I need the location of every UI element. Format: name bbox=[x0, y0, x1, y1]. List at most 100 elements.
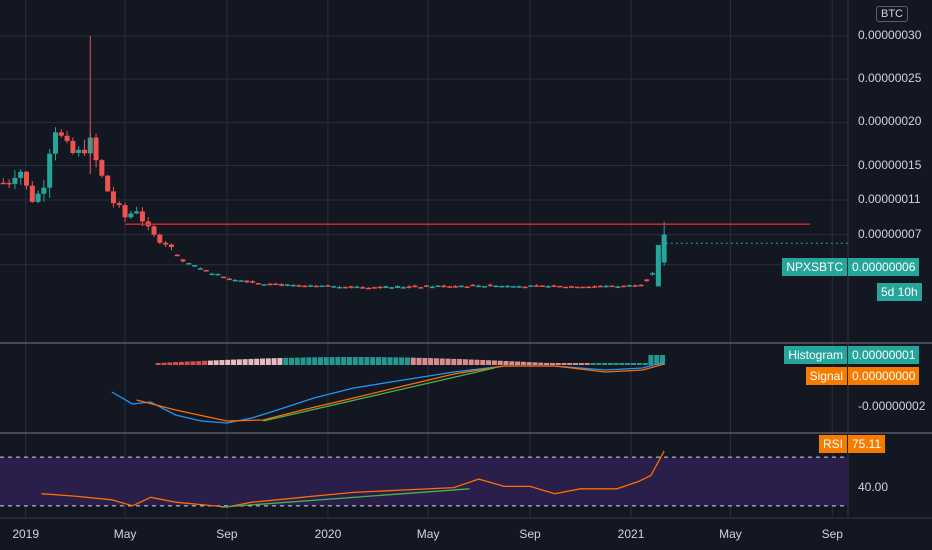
candle-body bbox=[609, 285, 615, 288]
candle-body bbox=[661, 234, 667, 245]
histogram-bar bbox=[631, 363, 637, 365]
rsi-value-tag: 75.11 bbox=[848, 435, 886, 453]
candle-body bbox=[238, 280, 244, 282]
candle-body bbox=[441, 285, 447, 288]
candle-body bbox=[435, 285, 441, 288]
candle-body bbox=[615, 286, 621, 289]
candle-body bbox=[597, 285, 603, 288]
candle-body bbox=[568, 286, 574, 288]
candle-body bbox=[632, 285, 638, 287]
candle-body bbox=[505, 285, 511, 288]
candle-body bbox=[29, 185, 35, 202]
candle-body bbox=[452, 286, 458, 288]
candle-body bbox=[423, 285, 429, 287]
histogram-label-tag: Histogram bbox=[784, 346, 847, 364]
candle-body bbox=[203, 270, 209, 272]
histogram-bar bbox=[578, 363, 584, 365]
candle-body bbox=[6, 182, 12, 185]
histogram-bar bbox=[613, 363, 619, 365]
candle-body bbox=[81, 149, 87, 154]
candle-body bbox=[539, 285, 545, 287]
histogram-bar bbox=[433, 358, 439, 365]
histogram-bar bbox=[364, 357, 370, 365]
histogram-bar bbox=[335, 357, 341, 365]
candle-body bbox=[563, 286, 569, 289]
candle-body bbox=[366, 287, 372, 290]
candle-body bbox=[41, 187, 47, 194]
histogram-bar bbox=[196, 361, 202, 365]
histogram-bar bbox=[358, 357, 364, 365]
histogram-value-tag: 0.00000001 bbox=[848, 346, 920, 364]
candle-body bbox=[232, 279, 238, 282]
candle-body bbox=[18, 171, 24, 178]
candle-body bbox=[574, 286, 580, 289]
candle-body bbox=[395, 286, 400, 288]
histogram-bar bbox=[312, 357, 318, 365]
histogram-bar bbox=[242, 359, 248, 365]
candle-body bbox=[273, 283, 279, 286]
candle-body bbox=[487, 284, 493, 287]
candle-body bbox=[279, 284, 285, 286]
last-price-tag: 0.00000006 bbox=[848, 258, 920, 276]
candle-body bbox=[406, 286, 412, 288]
histogram-bar bbox=[584, 363, 590, 365]
candle-body bbox=[650, 273, 656, 275]
candle-body bbox=[383, 286, 389, 288]
candle-body bbox=[516, 286, 522, 288]
histogram-bar bbox=[289, 357, 294, 365]
histogram-bar bbox=[439, 358, 445, 365]
price-axis-label: 0.00000015 bbox=[858, 157, 922, 172]
histogram-bar bbox=[515, 361, 521, 365]
histogram-bar bbox=[590, 363, 596, 365]
candle-body bbox=[337, 286, 343, 289]
histogram-bar bbox=[381, 357, 387, 365]
histogram-bar bbox=[387, 357, 393, 365]
symbol-tag: NPXSBTC bbox=[782, 258, 847, 276]
histogram-bar bbox=[231, 359, 237, 365]
candle-body bbox=[325, 285, 331, 287]
histogram-bar bbox=[190, 361, 196, 365]
macd-line bbox=[111, 361, 665, 424]
macd-histogram bbox=[155, 355, 665, 365]
candle-body bbox=[342, 286, 348, 289]
candle-body bbox=[371, 287, 377, 289]
candle-body bbox=[215, 273, 221, 276]
histogram-bar bbox=[602, 363, 608, 365]
histogram-bar bbox=[277, 358, 283, 365]
candle-body bbox=[522, 286, 528, 289]
histogram-bar bbox=[625, 363, 631, 365]
histogram-bar bbox=[509, 361, 515, 365]
candle-body bbox=[12, 177, 18, 184]
currency-badge[interactable]: BTC bbox=[876, 6, 908, 22]
candles bbox=[0, 36, 667, 290]
histogram-bar bbox=[306, 357, 312, 365]
histogram-bar bbox=[520, 361, 526, 365]
price-axis-label: 0.00000011 bbox=[858, 192, 921, 207]
histogram-bar bbox=[491, 360, 497, 365]
histogram-bar bbox=[532, 362, 538, 365]
candle-body bbox=[128, 213, 134, 218]
histogram-bar bbox=[260, 358, 266, 365]
candle-body bbox=[655, 244, 661, 287]
histogram-bar bbox=[526, 362, 532, 365]
candle-body bbox=[534, 285, 540, 287]
histogram-bar bbox=[654, 355, 660, 365]
histogram-bar bbox=[607, 363, 613, 365]
price-axis-label: 0.00000020 bbox=[858, 114, 922, 129]
candle-body bbox=[168, 244, 174, 248]
histogram-bar bbox=[567, 363, 573, 365]
time-axis-label: May bbox=[113, 527, 137, 541]
signal-line bbox=[136, 363, 665, 422]
candle-body bbox=[476, 285, 482, 288]
histogram-bar bbox=[660, 355, 665, 365]
histogram-bar bbox=[428, 358, 434, 365]
candle-body bbox=[122, 205, 128, 218]
candle-body bbox=[389, 287, 395, 289]
candle-body bbox=[412, 285, 418, 288]
histogram-bar bbox=[178, 361, 184, 365]
candle-body bbox=[331, 286, 337, 288]
candle-body bbox=[105, 175, 111, 192]
histogram-bar bbox=[393, 357, 399, 365]
candle-body bbox=[139, 211, 145, 222]
